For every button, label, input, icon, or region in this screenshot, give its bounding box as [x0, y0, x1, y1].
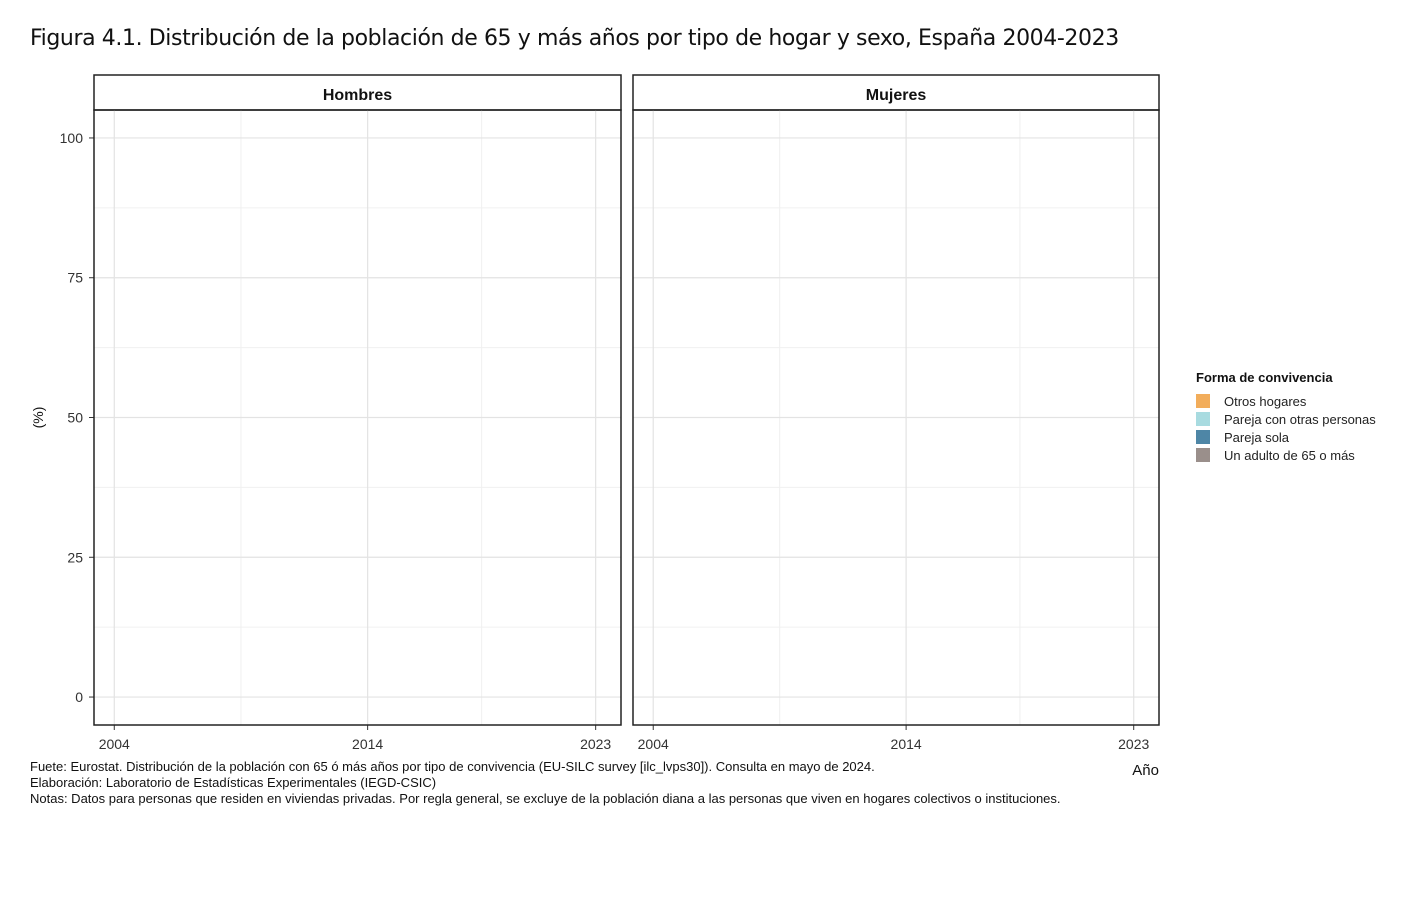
legend-swatch [1196, 394, 1210, 408]
legend-swatch [1196, 448, 1210, 462]
legend-swatch [1196, 412, 1210, 426]
chart-title: Figura 4.1. Distribución de la población… [30, 26, 1119, 51]
legend-title: Forma de convivencia [1196, 370, 1333, 385]
y-tick-label: 50 [67, 410, 83, 426]
x-tick-label: 2014 [891, 736, 922, 752]
panel-border [93, 109, 622, 726]
legend-label: Pareja sola [1224, 429, 1290, 445]
facet-strip [632, 74, 1160, 111]
legend: Forma de convivencia Otros hogares Parej… [1196, 370, 1376, 464]
x-tick-label: 2023 [580, 736, 611, 752]
legend-item: Otros hogares [1196, 392, 1376, 410]
footnote-credit: Elaboración: Laboratorio de Estadísticas… [30, 775, 437, 790]
x-axis-title: Año [1132, 762, 1159, 779]
legend-item: Un adulto de 65 o más [1196, 446, 1376, 464]
facet-label: Mujeres [866, 87, 927, 104]
y-tick-label: 100 [60, 130, 84, 146]
footnote-source: Fuete: Eurostat. Distribución de la pobl… [30, 759, 875, 774]
legend-label: Un adulto de 65 o más [1224, 447, 1355, 463]
y-tick-label: 25 [67, 549, 83, 565]
footnotes: Fuete: Eurostat. Distribución de la pobl… [30, 759, 1061, 807]
legend-item: Pareja sola [1196, 428, 1376, 446]
x-tick-label: 2014 [352, 736, 383, 752]
facet-strip [93, 74, 622, 111]
legend-item: Pareja con otras personas [1196, 410, 1376, 428]
legend-swatch [1196, 430, 1210, 444]
x-tick-label: 2023 [1118, 736, 1149, 752]
y-tick-label: 0 [75, 689, 83, 705]
facet-label: Hombres [323, 87, 392, 104]
legend-label: Pareja con otras personas [1224, 411, 1376, 427]
panel-border [632, 109, 1160, 726]
y-axis-title: (%) [30, 407, 46, 429]
x-tick-label: 2004 [638, 736, 669, 752]
x-tick-label: 2004 [99, 736, 130, 752]
y-tick-label: 75 [67, 270, 83, 286]
footnote-notes: Notas: Datos para personas que residen e… [30, 791, 1061, 806]
legend-label: Otros hogares [1224, 393, 1307, 409]
